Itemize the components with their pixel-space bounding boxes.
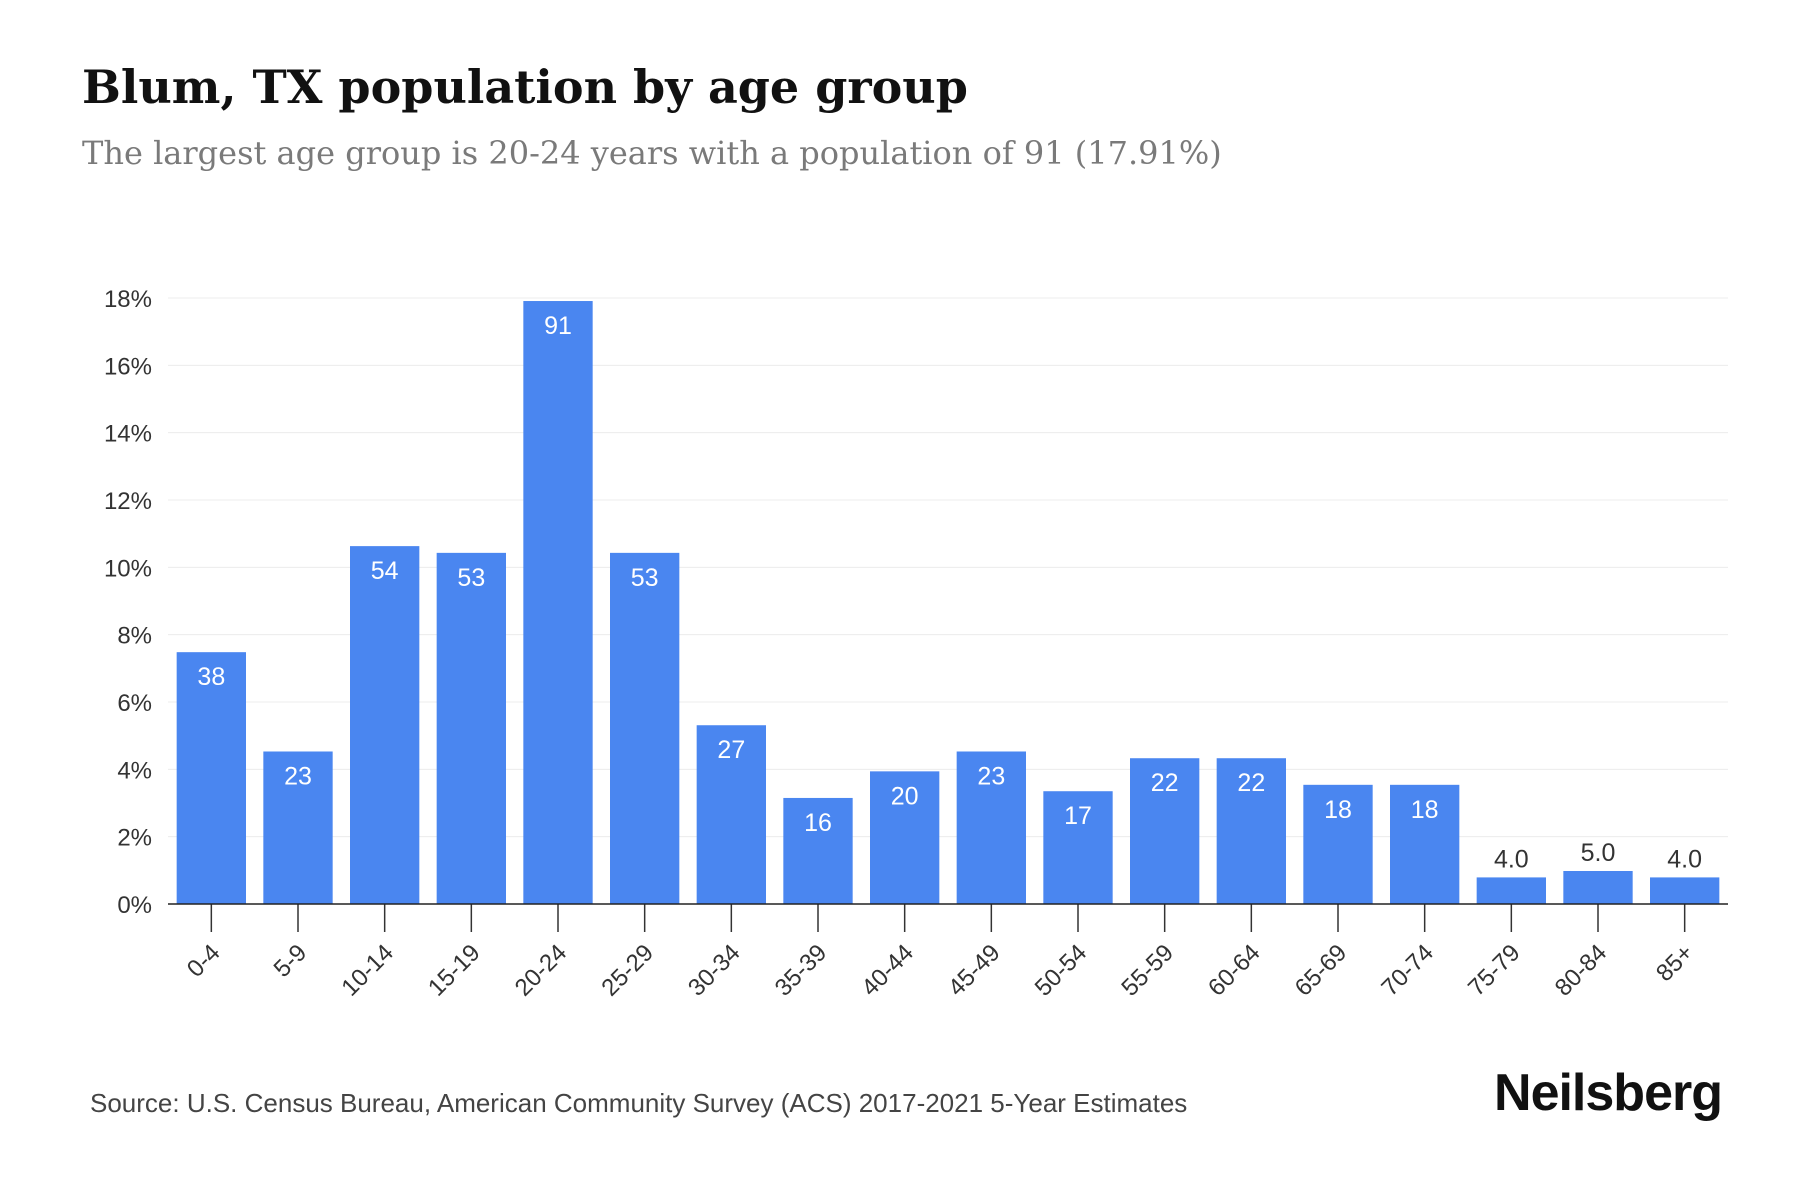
y-tick-label: 16% bbox=[104, 353, 152, 380]
x-tick-label: 10-14 bbox=[336, 939, 399, 1002]
x-tick-label: 40-44 bbox=[856, 939, 919, 1002]
bar bbox=[956, 751, 1026, 904]
y-tick-label: 18% bbox=[104, 286, 152, 313]
bar bbox=[1130, 758, 1200, 904]
bar bbox=[176, 652, 246, 904]
x-tick-label: 85+ bbox=[1651, 939, 1699, 987]
x-tick-label: 15-19 bbox=[423, 939, 486, 1002]
data-label: 53 bbox=[631, 564, 659, 592]
x-tick-label: 50-54 bbox=[1030, 939, 1093, 1002]
bars: 38 23 54 53 91 53 27 16 20 23 17 22 22 18 18 4.0 5.0 4.0 bbox=[176, 301, 1720, 904]
data-label: 23 bbox=[977, 762, 1005, 790]
data-label: 18 bbox=[1324, 796, 1352, 824]
y-tick-label: 4% bbox=[117, 757, 152, 784]
x-tick-label: 65-69 bbox=[1290, 939, 1353, 1002]
data-label: 91 bbox=[544, 312, 572, 340]
bar bbox=[523, 301, 593, 904]
y-tick-label: 6% bbox=[117, 690, 152, 717]
x-tick-label: 30-34 bbox=[683, 939, 746, 1002]
x-tick-label: 60-64 bbox=[1203, 939, 1266, 1002]
x-tick-label: 75-79 bbox=[1463, 939, 1526, 1002]
x-tick-label: 35-39 bbox=[770, 939, 833, 1002]
bar bbox=[1650, 877, 1720, 904]
x-tick-label: 45-49 bbox=[943, 939, 1006, 1002]
x-tick-label: 70-74 bbox=[1376, 939, 1439, 1002]
chart-title: Blum, TX population by age group bbox=[82, 60, 968, 114]
source-note: Source: U.S. Census Bureau, American Com… bbox=[90, 1088, 1188, 1118]
data-label: 53 bbox=[457, 564, 485, 592]
bar-chart: 0% 2% 4% 6% 8% 10% 12% 14% 16% 18% 38 23 54 53 91 53 27… bbox=[104, 286, 1728, 1002]
bar bbox=[696, 725, 766, 904]
y-tick-label: 0% bbox=[117, 892, 152, 919]
data-label: 23 bbox=[284, 762, 312, 790]
bar bbox=[610, 552, 680, 904]
bar bbox=[1390, 784, 1460, 904]
bar bbox=[1476, 877, 1546, 904]
y-tick-label: 14% bbox=[104, 421, 152, 448]
brand-logo: Neilsberg bbox=[1494, 1064, 1723, 1122]
bar bbox=[1563, 871, 1633, 904]
data-label: 5.0 bbox=[1581, 839, 1616, 867]
y-tick-label: 10% bbox=[104, 555, 152, 582]
bar bbox=[783, 797, 853, 904]
y-tick-label: 2% bbox=[117, 825, 152, 852]
data-label: 22 bbox=[1151, 769, 1179, 797]
data-label: 22 bbox=[1237, 769, 1265, 797]
y-axis: 0% 2% 4% 6% 8% 10% 12% 14% 16% 18% bbox=[104, 286, 152, 919]
bar bbox=[350, 546, 420, 904]
bar bbox=[436, 552, 506, 904]
grid-lines bbox=[168, 297, 1728, 838]
y-tick-label: 8% bbox=[117, 623, 152, 650]
data-label: 54 bbox=[371, 557, 399, 585]
data-label: 38 bbox=[197, 663, 225, 691]
y-tick-label: 12% bbox=[104, 488, 152, 515]
x-tick-label: 20-24 bbox=[510, 939, 573, 1002]
bar bbox=[870, 771, 940, 904]
x-tick-label: 80-84 bbox=[1550, 939, 1613, 1002]
data-label: 16 bbox=[804, 809, 832, 837]
bar bbox=[1216, 758, 1286, 904]
bar bbox=[1303, 784, 1373, 904]
x-tick-label: 55-59 bbox=[1116, 939, 1179, 1002]
data-label: 4.0 bbox=[1667, 845, 1702, 873]
data-label: 18 bbox=[1411, 796, 1439, 824]
data-label: 4.0 bbox=[1494, 845, 1529, 873]
data-label: 17 bbox=[1064, 802, 1092, 830]
data-label: 27 bbox=[717, 736, 745, 764]
x-tick-label: 0-4 bbox=[182, 939, 226, 983]
x-axis: 0-4 5-9 10-14 15-19 20-24 25-29 30-34 35-39 40-4… bbox=[168, 903, 1728, 1002]
x-tick-label: 25-29 bbox=[596, 939, 659, 1002]
bar bbox=[1043, 791, 1113, 904]
chart-subtitle: The largest age group is 20-24 years wit… bbox=[82, 134, 1222, 172]
bar bbox=[263, 751, 333, 904]
x-tick-label: 5-9 bbox=[269, 939, 313, 983]
data-label: 20 bbox=[891, 782, 919, 810]
